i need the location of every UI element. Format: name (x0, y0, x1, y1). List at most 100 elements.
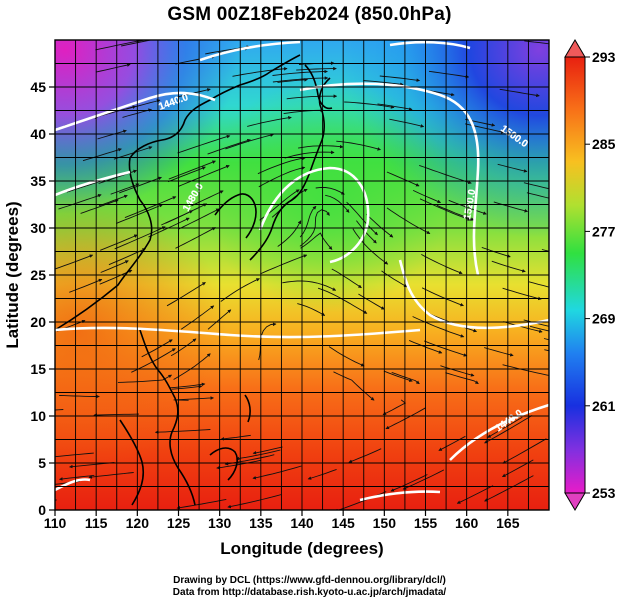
streamline (328, 346, 365, 367)
streamline (386, 171, 420, 187)
streamline (296, 66, 337, 71)
streamline (154, 429, 211, 434)
streamline (484, 415, 533, 444)
streamline (216, 459, 262, 470)
streamline (363, 80, 404, 87)
streamline (300, 232, 333, 250)
streamline (484, 475, 534, 502)
streamline (207, 138, 251, 155)
lat-lon-grid (55, 40, 549, 510)
streamline (220, 278, 260, 302)
streamline (424, 340, 468, 357)
x-tick-label: 155 (414, 515, 438, 531)
streamline (502, 364, 549, 376)
streamline (82, 148, 122, 162)
streamline (526, 192, 549, 199)
x-tick-label: 115 (85, 515, 108, 531)
streamline (491, 260, 526, 273)
credit-line-drawing: Drawing by DCL (https://www.gfd-dennou.o… (173, 575, 446, 586)
y-tick-label: 45 (30, 79, 46, 95)
x-tick-label: 110 (44, 515, 67, 531)
streamline (117, 374, 173, 383)
streamline (386, 207, 431, 234)
streamline (499, 88, 540, 98)
streamline (119, 176, 162, 194)
streamline (385, 407, 427, 430)
streamline (80, 199, 119, 214)
streamline (97, 129, 127, 140)
x-tick-label: 120 (126, 515, 150, 531)
streamline (389, 118, 425, 128)
streamline (59, 394, 100, 399)
streamline (252, 446, 283, 455)
streamline (55, 499, 57, 501)
streamline (66, 178, 106, 193)
streamline (412, 189, 442, 204)
x-tick-label: 135 (249, 515, 273, 531)
streamline (100, 234, 138, 251)
streamline (114, 226, 166, 250)
streamline (116, 204, 164, 224)
streamline (299, 205, 317, 238)
x-tick-label: 145 (331, 515, 355, 531)
streamline (177, 134, 231, 154)
streamline (235, 449, 281, 461)
streamline (282, 280, 337, 291)
streamline (55, 409, 64, 411)
streamline (487, 416, 523, 438)
height-contours (55, 40, 549, 502)
streamline (277, 220, 302, 247)
streamline (284, 150, 335, 159)
streamline (180, 305, 215, 330)
streamline (541, 249, 549, 252)
streamline (125, 99, 161, 110)
streamline (55, 452, 94, 458)
y-tick-label: 30 (30, 220, 46, 236)
y-tick-label: 5 (38, 455, 46, 471)
streamline (344, 101, 395, 109)
x-tick-label: 150 (373, 515, 397, 531)
streamline (502, 287, 542, 301)
y-axis: 0 5 10 15 20 25 30 35 40 45 (30, 79, 55, 518)
streamline (438, 435, 466, 451)
streamline (260, 254, 308, 275)
streamline (528, 281, 549, 288)
x-tick-label: 140 (290, 515, 314, 531)
streamline (176, 498, 227, 510)
streamline (220, 434, 251, 441)
plot-area: 1440.0 1500.0 1520.0 1440.0 1480.0 (55, 40, 549, 510)
streamline (379, 75, 421, 82)
streamline (484, 347, 514, 357)
streamline (529, 325, 549, 332)
streamline (523, 182, 549, 190)
streamline (493, 201, 529, 213)
streamline (358, 293, 385, 310)
streamline (95, 63, 131, 73)
streamline (195, 40, 198, 41)
y-axis-label: Latitude (degrees) (3, 201, 22, 348)
streamline (352, 228, 389, 265)
y-tick-label: 40 (30, 126, 46, 142)
x-tick-label: 160 (455, 515, 479, 531)
colorbar-tick-label: 277 (592, 223, 616, 239)
streamline (481, 246, 511, 258)
streamline (121, 40, 153, 47)
streamline (141, 339, 173, 358)
streamline (419, 198, 472, 221)
streamline (175, 227, 216, 249)
streamline (173, 353, 211, 380)
streamline (377, 103, 413, 111)
streamline (381, 270, 408, 288)
streamline (336, 140, 381, 151)
streamline (286, 94, 338, 100)
streamline (272, 76, 329, 83)
streamline (315, 186, 345, 195)
streamline (232, 67, 288, 77)
y-tick-label: 10 (30, 408, 46, 424)
streamline (346, 201, 378, 236)
streamline (191, 190, 224, 207)
streamline (421, 287, 464, 307)
streamline (178, 165, 230, 187)
y-tick-label: 15 (30, 361, 46, 377)
colorbar-tick-label: 285 (592, 136, 616, 152)
